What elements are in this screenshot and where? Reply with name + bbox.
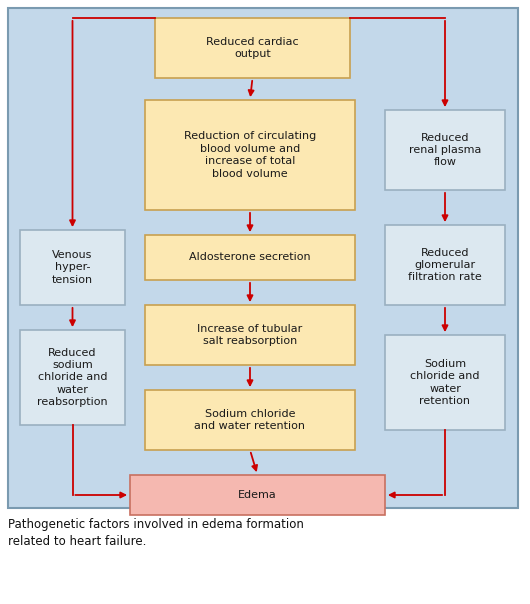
FancyBboxPatch shape xyxy=(145,100,355,210)
Text: Sodium
chloride and
water
retention: Sodium chloride and water retention xyxy=(410,359,480,406)
FancyBboxPatch shape xyxy=(145,390,355,450)
Text: Reduced
glomerular
filtration rate: Reduced glomerular filtration rate xyxy=(408,248,482,283)
FancyBboxPatch shape xyxy=(385,335,505,430)
Text: Pathogenetic factors involved in edema formation
related to heart failure.: Pathogenetic factors involved in edema f… xyxy=(8,518,304,548)
Text: Increase of tubular
salt reabsorption: Increase of tubular salt reabsorption xyxy=(197,324,303,346)
FancyBboxPatch shape xyxy=(385,110,505,190)
FancyBboxPatch shape xyxy=(155,18,350,78)
Text: Reduction of circulating
blood volume and
increase of total
blood volume: Reduction of circulating blood volume an… xyxy=(184,132,316,179)
Text: Reduced
renal plasma
flow: Reduced renal plasma flow xyxy=(409,133,481,167)
FancyBboxPatch shape xyxy=(385,225,505,305)
FancyBboxPatch shape xyxy=(20,330,125,425)
FancyBboxPatch shape xyxy=(145,235,355,280)
FancyBboxPatch shape xyxy=(130,475,385,515)
FancyBboxPatch shape xyxy=(145,305,355,365)
FancyBboxPatch shape xyxy=(20,230,125,305)
FancyBboxPatch shape xyxy=(8,8,518,508)
Text: Sodium chloride
and water retention: Sodium chloride and water retention xyxy=(195,409,305,431)
Text: Edema: Edema xyxy=(238,490,277,500)
Text: Venous
hyper-
tension: Venous hyper- tension xyxy=(52,250,93,285)
Text: Aldosterone secretion: Aldosterone secretion xyxy=(189,252,311,263)
Text: Reduced cardiac
output: Reduced cardiac output xyxy=(206,37,299,59)
Text: Reduced
sodium
chloride and
water
reabsorption: Reduced sodium chloride and water reabso… xyxy=(37,348,108,407)
